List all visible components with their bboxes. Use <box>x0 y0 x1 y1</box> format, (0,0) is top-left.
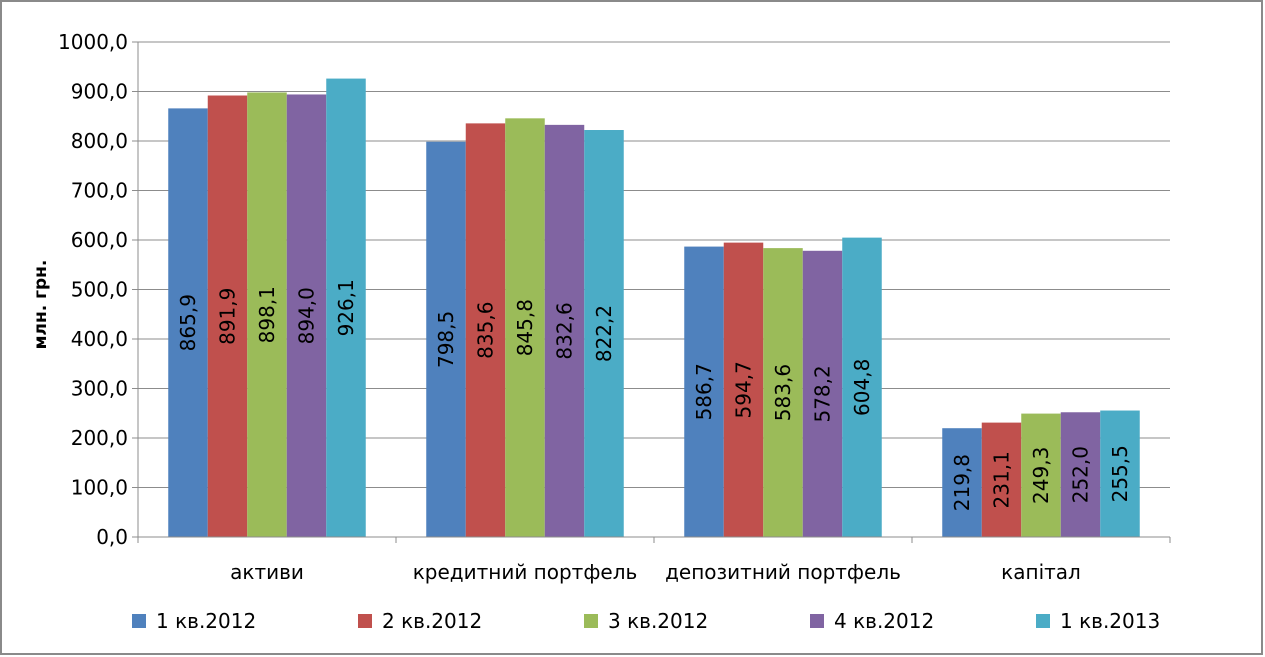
legend-label: 3 кв.2012 <box>608 609 708 633</box>
data-label: 891,9 <box>216 288 240 345</box>
legend-swatch <box>584 614 598 628</box>
bar <box>584 130 624 538</box>
data-label: 604,8 <box>850 359 874 416</box>
bar <box>207 95 248 538</box>
data-label: 898,1 <box>255 286 279 343</box>
y-tick-label: 0,0 <box>96 525 128 549</box>
data-label: 894,0 <box>295 287 319 344</box>
data-labels: 865,9 891,9 898,1 894,0 926,1 798,5 835,6 845,8… <box>176 279 1132 511</box>
bar <box>286 94 327 537</box>
y-tick-label: 900,0 <box>71 80 128 104</box>
legend-swatch <box>358 614 372 628</box>
y-tick-label: 300,0 <box>71 377 128 401</box>
data-label: 219,8 <box>950 454 974 511</box>
x-tick-label: активи <box>230 560 304 584</box>
legend-label: 1 кв.2013 <box>1060 609 1160 633</box>
legend: 1 кв.2012 2 кв.2012 3 кв.2012 4 кв.2012 1 кв… <box>132 609 1160 633</box>
legend-label: 2 кв.2012 <box>382 609 482 633</box>
data-label: 832,6 <box>553 302 577 359</box>
data-label: 798,5 <box>434 311 458 368</box>
bar <box>247 92 287 538</box>
bar <box>1060 412 1101 537</box>
x-tick-label: кредитний портфель <box>413 560 638 584</box>
y-axis-title: млн. грн. <box>31 260 51 350</box>
bar <box>684 246 724 537</box>
bar <box>981 422 1022 537</box>
data-label: 926,1 <box>334 279 358 336</box>
bars <box>168 78 1140 538</box>
bar <box>544 124 585 537</box>
axes: 0,0 100,0 200,0 300,0 400,0 500,0 600,0 700,0 80… <box>58 30 1171 584</box>
y-tick-label: 800,0 <box>71 129 128 153</box>
data-label: 249,3 <box>1029 447 1053 504</box>
bar <box>842 237 882 537</box>
data-label: 583,6 <box>771 364 795 421</box>
legend-label: 4 кв.2012 <box>834 609 934 633</box>
y-tick-label: 200,0 <box>71 426 128 450</box>
bar <box>326 78 366 537</box>
data-label: 252,0 <box>1069 446 1093 503</box>
data-label: 255,5 <box>1108 445 1132 502</box>
legend-swatch <box>810 614 824 628</box>
data-label: 835,6 <box>474 302 498 359</box>
x-tick-label: депозитний портфель <box>665 560 901 584</box>
bar <box>723 242 764 537</box>
data-label: 594,7 <box>732 361 756 418</box>
x-tick-label: капітал <box>1001 560 1081 584</box>
bar <box>168 108 208 537</box>
y-tick-label: 500,0 <box>71 278 128 302</box>
legend-label: 1 кв.2012 <box>156 609 256 633</box>
bar <box>802 250 843 537</box>
data-label: 231,1 <box>990 451 1014 508</box>
bar <box>1021 413 1061 537</box>
y-tick-label: 700,0 <box>71 179 128 203</box>
bar <box>465 123 506 538</box>
data-label: 822,2 <box>592 305 616 362</box>
y-tick-label: 600,0 <box>71 228 128 252</box>
bar <box>505 118 545 537</box>
y-tick-label: 1000,0 <box>58 30 128 54</box>
data-label: 865,9 <box>176 294 200 351</box>
data-label: 845,8 <box>513 299 537 356</box>
data-label: 586,7 <box>692 363 716 420</box>
bar <box>1100 410 1140 537</box>
legend-swatch <box>1036 614 1050 628</box>
y-tick-label: 100,0 <box>71 476 128 500</box>
y-tick-label: 400,0 <box>71 327 128 351</box>
data-label: 578,2 <box>811 365 835 422</box>
bar <box>942 428 982 537</box>
bar <box>426 141 466 537</box>
bar <box>763 248 803 538</box>
legend-swatch <box>132 614 146 628</box>
